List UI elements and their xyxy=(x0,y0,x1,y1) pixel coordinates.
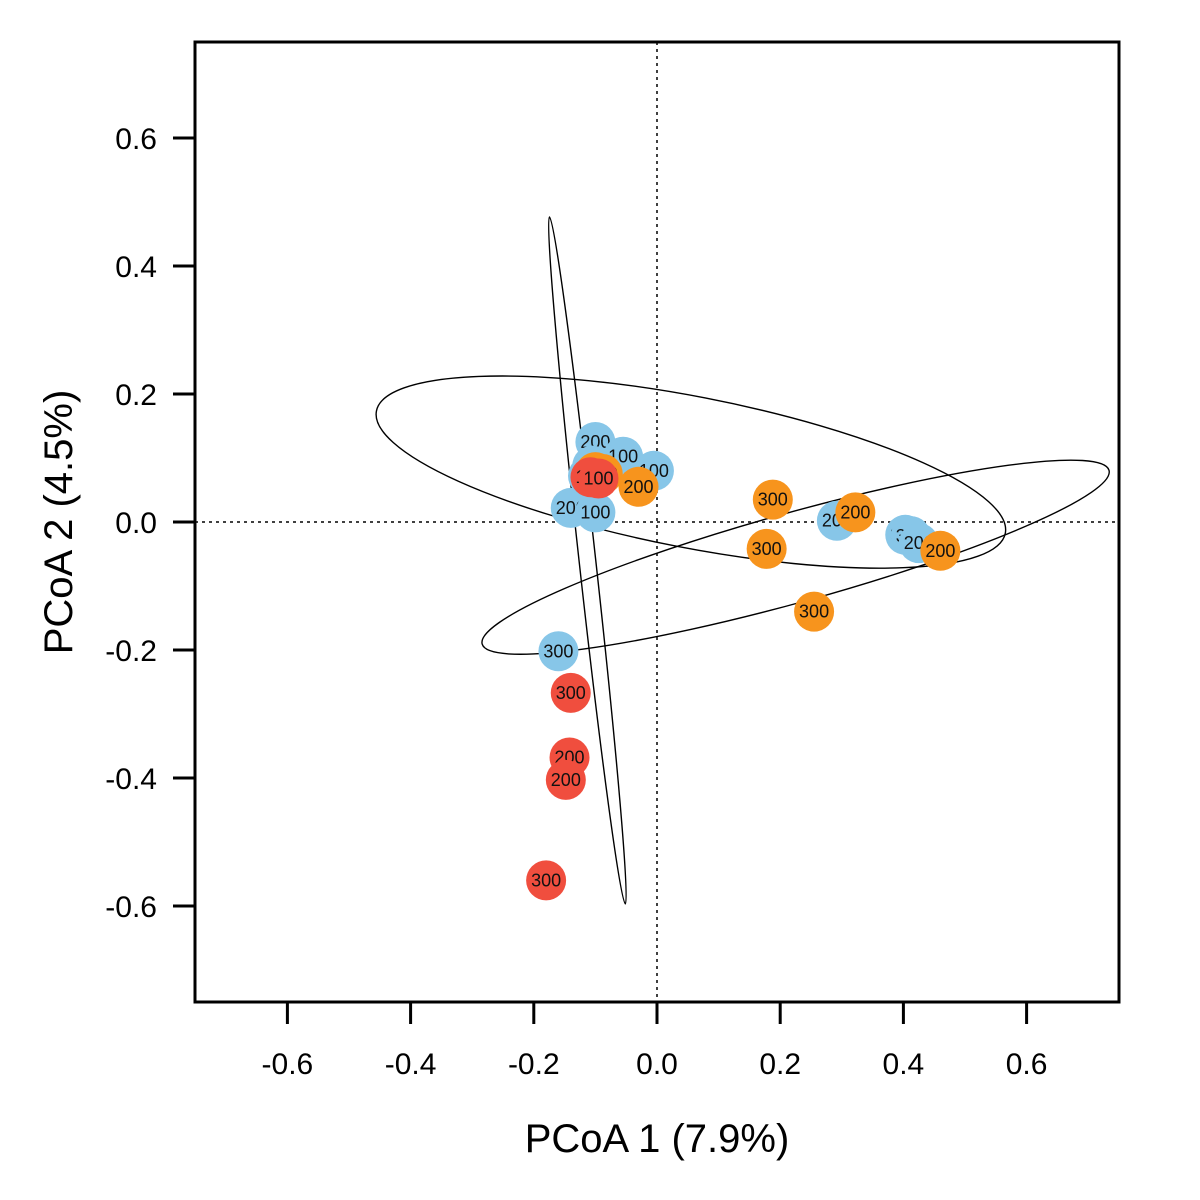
data-point-label: 200 xyxy=(623,477,653,497)
data-point: 300 xyxy=(538,631,578,671)
data-point-label: 200 xyxy=(551,770,581,790)
x-axis-title: PCoA 1 (7.9%) xyxy=(525,1117,790,1161)
plot-region: 2001001001001002001003002003003002001001… xyxy=(195,42,1121,1002)
data-point: 200 xyxy=(920,531,960,571)
data-point-label: 300 xyxy=(758,490,788,510)
y-tick-label: 0.4 xyxy=(115,251,157,284)
y-tick-label: -0.4 xyxy=(105,763,157,796)
x-tick-label: 0.4 xyxy=(883,1048,925,1081)
data-point: 200 xyxy=(835,492,875,532)
data-point: 300 xyxy=(794,592,834,632)
data-point: 100 xyxy=(575,492,615,532)
data-point: 300 xyxy=(753,480,793,520)
x-tick-label: -0.4 xyxy=(385,1048,437,1081)
confidence-ellipses xyxy=(362,216,1121,905)
data-point-label: 100 xyxy=(580,502,610,522)
data-point-label: 200 xyxy=(840,502,870,522)
data-point: 200 xyxy=(546,760,586,800)
data-point-label: 300 xyxy=(543,641,573,661)
confidence-ellipse xyxy=(541,216,633,905)
x-tick-label: 0.6 xyxy=(1006,1048,1048,1081)
data-point-label: 200 xyxy=(925,541,955,561)
data-point-label: 300 xyxy=(799,602,829,622)
x-tick-label: 0.0 xyxy=(636,1048,678,1081)
y-tick-label: 0.2 xyxy=(115,379,157,412)
x-tick-label: 0.2 xyxy=(759,1048,801,1081)
data-point: 200 xyxy=(619,467,659,507)
data-points: 2001001001001002001003002003003002001001… xyxy=(526,422,960,900)
data-point-label: 100 xyxy=(583,468,613,488)
data-point-label: 300 xyxy=(752,539,782,559)
x-tick-label: -0.6 xyxy=(262,1048,314,1081)
y-tick-label: 0.0 xyxy=(115,507,157,540)
y-tick-label: -0.6 xyxy=(105,891,157,924)
x-tick-label: -0.2 xyxy=(508,1048,560,1081)
data-point: 300 xyxy=(551,673,591,713)
x-axis: -0.6 -0.4 -0.2 0.0 0.2 0.4 0.6 xyxy=(262,1002,1048,1081)
data-point: 300 xyxy=(747,529,787,569)
y-tick-label: 0.6 xyxy=(115,123,157,156)
data-point: 300 xyxy=(526,860,566,900)
data-point-label: 300 xyxy=(556,683,586,703)
confidence-ellipse xyxy=(362,337,1020,608)
y-axis-title: PCoA 2 (4.5%) xyxy=(37,390,81,655)
y-axis: -0.6 -0.4 -0.2 0.0 0.2 0.4 0.6 xyxy=(105,123,195,924)
y-tick-label: -0.2 xyxy=(105,635,157,668)
data-point-label: 300 xyxy=(531,870,561,890)
data-point: 100 xyxy=(578,458,618,498)
